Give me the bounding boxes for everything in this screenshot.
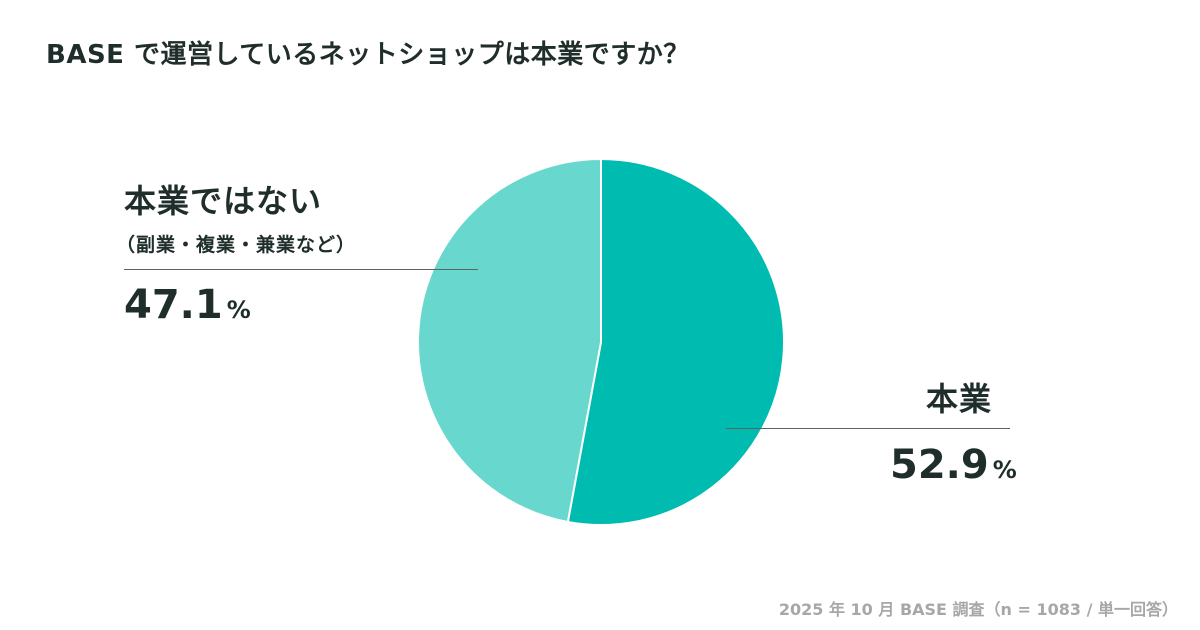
source-note: 2025 年 10 月 BASE 調査（n = 1083 / 単一回答） — [779, 596, 1178, 620]
value-number-main: 52.9 — [890, 442, 989, 488]
value-unit-main: % — [993, 456, 1017, 484]
pie-slices — [418, 159, 784, 525]
slice-label-not-main: 本業ではない — [124, 176, 322, 222]
value-unit-not-main: % — [227, 296, 251, 324]
value-number-not-main: 47.1 — [124, 282, 223, 328]
slice-value-main: 52.9% — [890, 442, 1017, 488]
pie-slice-not-main — [418, 159, 601, 522]
slice-label-main: 本業 — [926, 374, 992, 420]
leader-line-not-main — [124, 269, 478, 270]
leader-line-main — [726, 428, 1010, 429]
slice-value-not-main: 47.1% — [124, 282, 251, 328]
slice-sublabel-not-main: （副業・複業・兼業など） — [116, 230, 356, 257]
